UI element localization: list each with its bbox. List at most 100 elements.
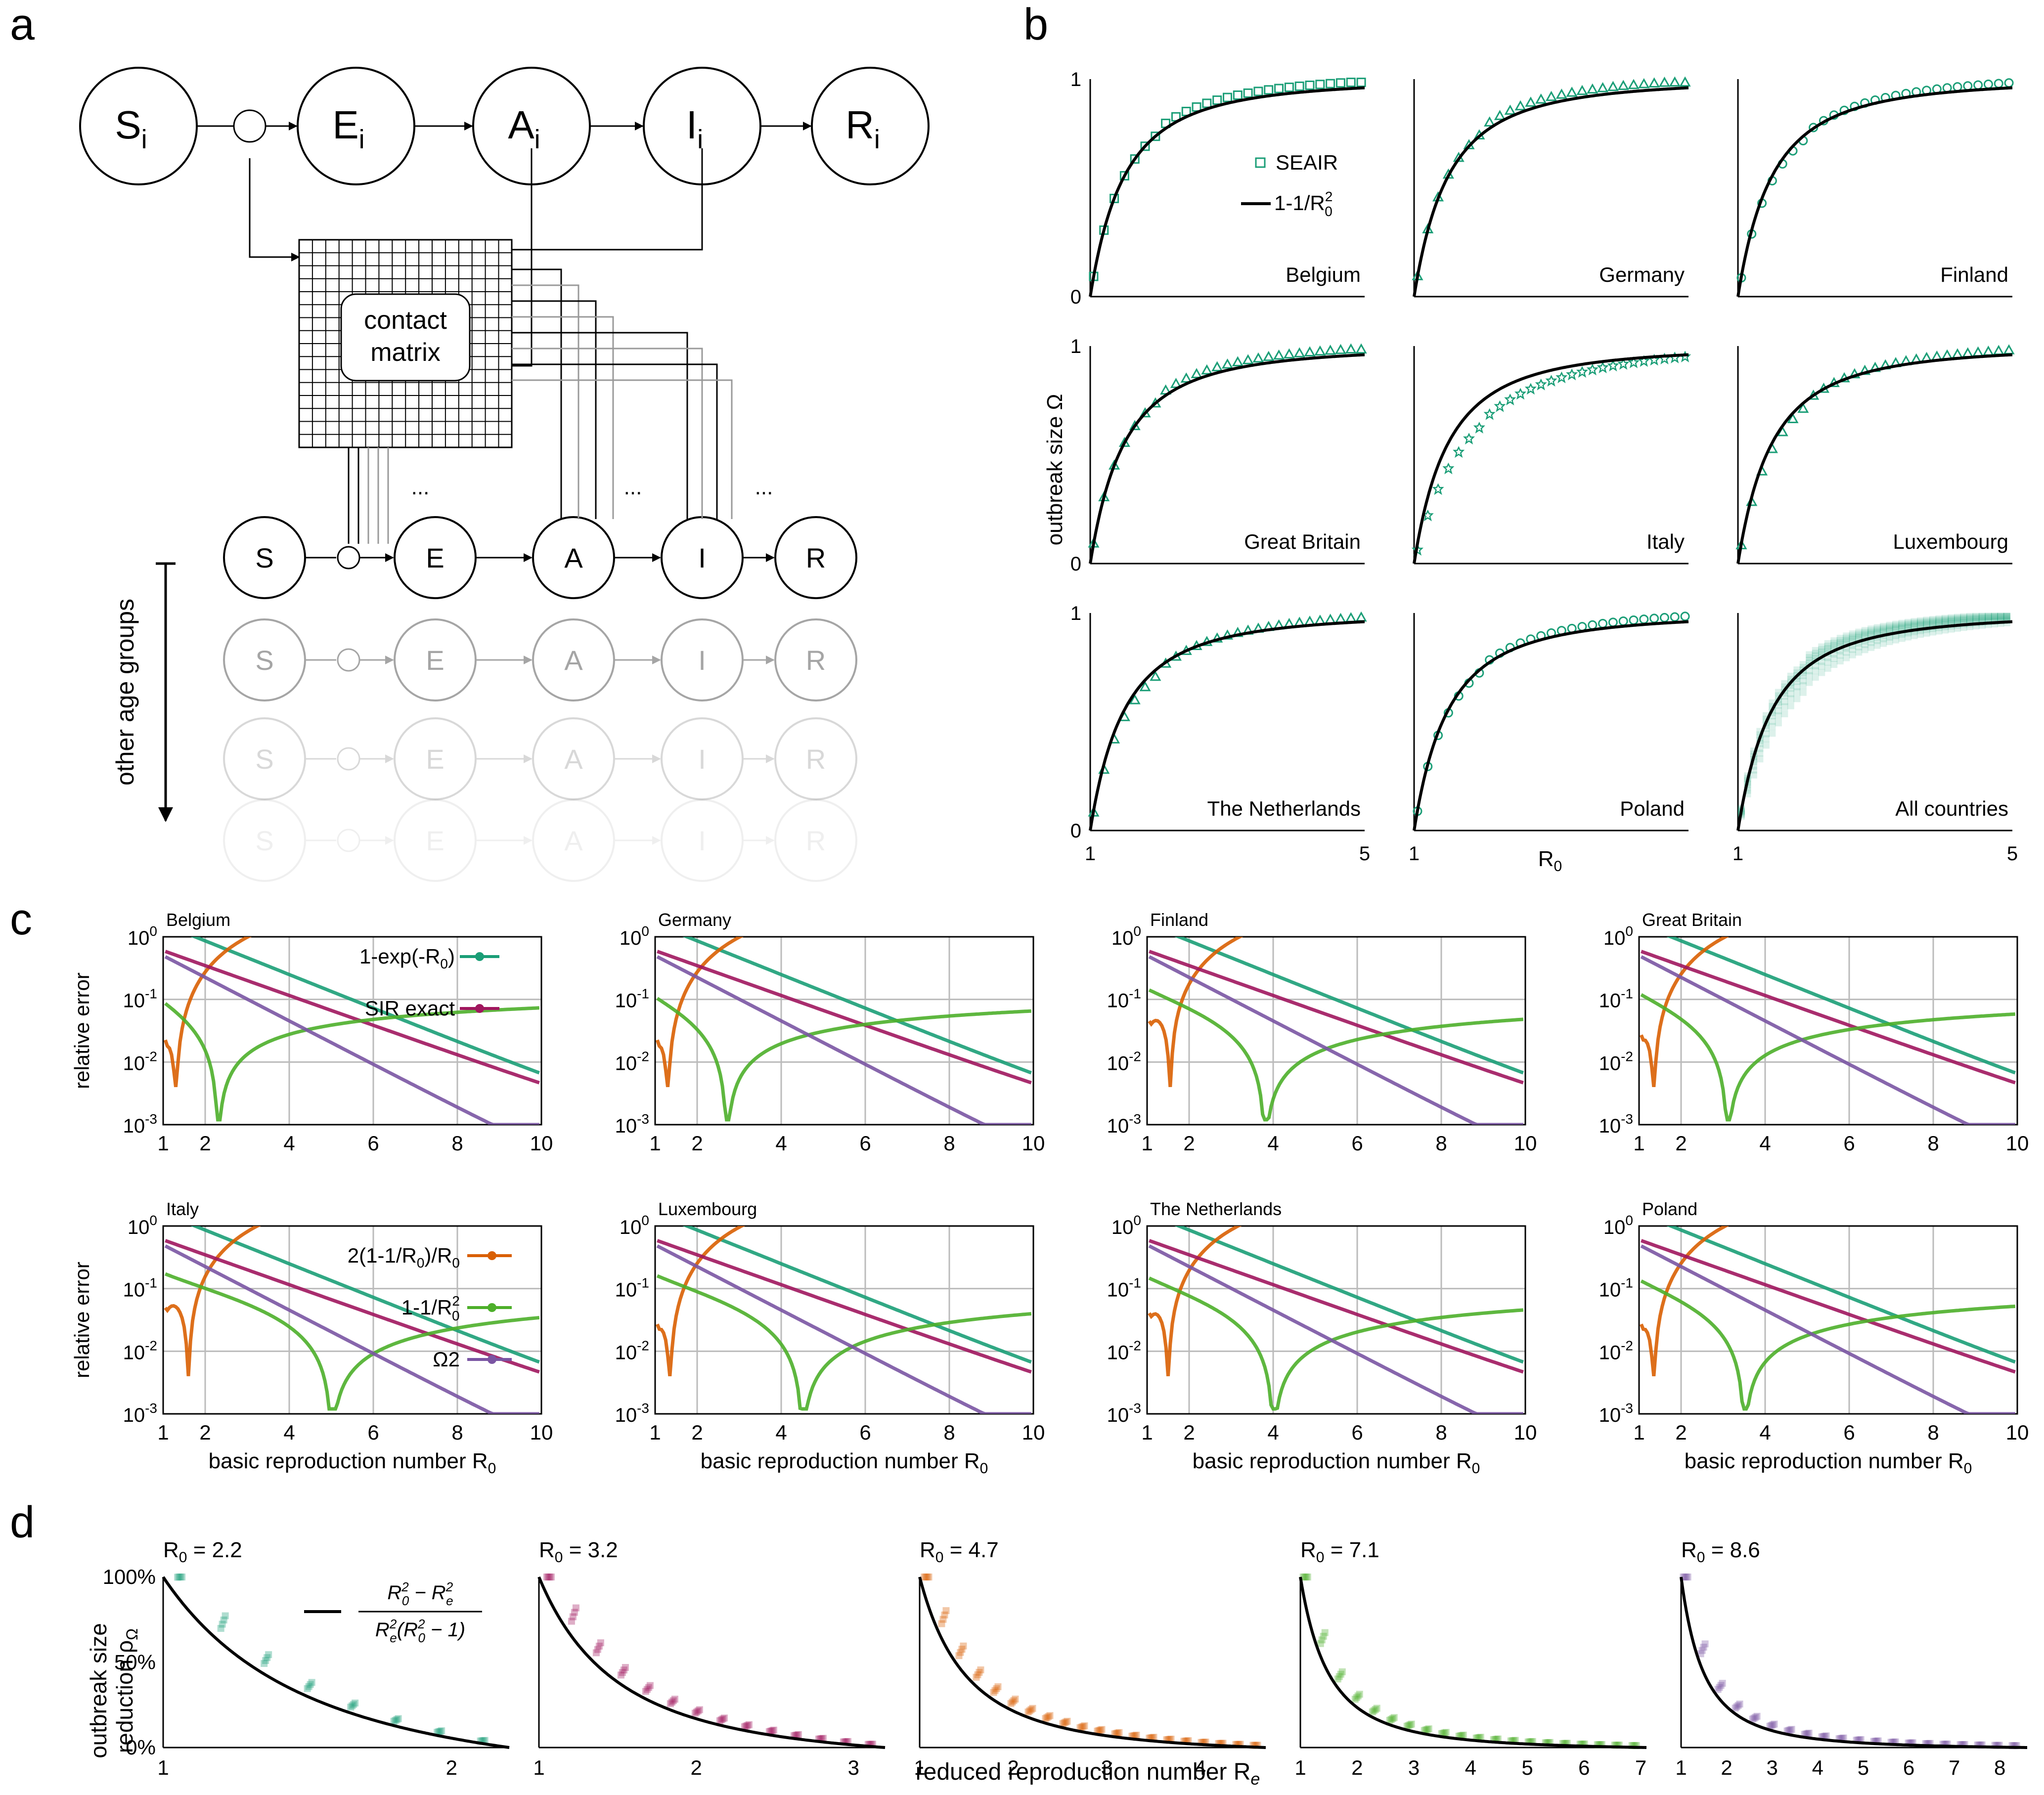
data-point bbox=[717, 1716, 725, 1723]
data-point bbox=[1369, 1708, 1376, 1715]
data-point bbox=[2003, 613, 2010, 621]
data-point bbox=[1403, 1722, 1411, 1730]
data-point bbox=[1170, 378, 1182, 388]
data-point bbox=[594, 1646, 601, 1653]
x-tick-label: 3 bbox=[848, 1756, 859, 1779]
error-curve bbox=[1640, 1244, 2015, 1414]
x-tick-label: 8 bbox=[1435, 1421, 1447, 1444]
curves bbox=[655, 937, 1032, 1125]
data-point bbox=[308, 1679, 315, 1686]
data-point bbox=[1252, 352, 1264, 363]
node-subscript: i bbox=[697, 125, 703, 154]
data-point bbox=[768, 1727, 776, 1734]
scatter-points bbox=[1299, 1574, 1640, 1749]
series-points bbox=[1413, 612, 1690, 816]
country-label: Italy bbox=[166, 1199, 199, 1219]
data-point bbox=[1861, 628, 1868, 636]
data-point bbox=[1855, 632, 1863, 640]
data-point bbox=[1320, 1632, 1327, 1640]
country-label: Germany bbox=[658, 910, 731, 930]
data-point bbox=[1880, 627, 1887, 635]
data-point bbox=[1701, 1640, 1709, 1648]
data-point bbox=[622, 1664, 629, 1671]
r0-prefix: R bbox=[539, 1538, 555, 1562]
y-tick-label: 10-2 bbox=[123, 1049, 157, 1074]
x-axis-label: basic reproduction number R0 bbox=[209, 1449, 496, 1477]
error-curve bbox=[1148, 1226, 1242, 1376]
data-point bbox=[1849, 368, 1861, 379]
data-point bbox=[592, 1649, 600, 1657]
f: 2 bbox=[445, 1579, 453, 1594]
data-point bbox=[1130, 154, 1140, 164]
data-point bbox=[1422, 1726, 1429, 1734]
tick-exp: -3 bbox=[637, 1111, 649, 1127]
data-point bbox=[1076, 1724, 1084, 1731]
formula-numerator: R2 0 − R2 e bbox=[387, 1579, 453, 1608]
error-curve bbox=[1174, 937, 1524, 1075]
x-tick-label: 5 bbox=[1359, 843, 1370, 865]
data-point bbox=[568, 1618, 575, 1625]
data-point bbox=[1799, 672, 1807, 679]
data-point bbox=[1062, 1718, 1069, 1726]
r0-label: R0 = 4.7 bbox=[920, 1538, 999, 1566]
tick-exp: -1 bbox=[1621, 986, 1633, 1002]
data-point bbox=[1954, 613, 1961, 621]
data-point bbox=[1830, 637, 1838, 645]
data-point bbox=[1463, 433, 1475, 445]
data-point bbox=[352, 1699, 359, 1707]
tick-exp: -2 bbox=[1129, 1049, 1141, 1064]
data-point bbox=[1843, 632, 1850, 640]
r0-value: = 7.1 bbox=[1324, 1538, 1379, 1562]
data-point bbox=[1978, 615, 1986, 623]
x-tick-label: 8 bbox=[1927, 1132, 1939, 1155]
x-tick-label: 2 bbox=[691, 1132, 703, 1155]
data-point bbox=[1898, 635, 1906, 642]
data-point bbox=[1700, 1643, 1707, 1651]
group-node-label: E bbox=[426, 645, 444, 676]
error-curve bbox=[1148, 955, 1523, 1125]
country-label: Italy bbox=[1646, 530, 1685, 553]
data-point bbox=[1991, 613, 1998, 620]
data-point bbox=[1732, 1705, 1739, 1712]
group-node-label: I bbox=[698, 744, 706, 775]
x-tick-label: 1 bbox=[1085, 843, 1096, 865]
data-point bbox=[1192, 102, 1201, 112]
tick-base: 10 bbox=[615, 1115, 637, 1137]
data-point bbox=[1905, 622, 1912, 630]
panel-d: 100%50%0%1 2R0 = 2.2R2 0 − R2 eR2 e(R2 0 − 1)… bbox=[103, 1538, 2027, 1779]
legend-sub: 0 bbox=[1325, 204, 1333, 219]
group-node-label: R bbox=[806, 542, 826, 573]
data-point bbox=[1942, 626, 1949, 634]
xlabel-text: basic reproduction number R bbox=[209, 1449, 488, 1473]
data-point bbox=[1873, 627, 1881, 635]
tick-exp: -2 bbox=[145, 1049, 157, 1064]
x-tick-label: 8 bbox=[1994, 1756, 2005, 1779]
data-point bbox=[1886, 638, 1893, 645]
panel-d-subplot: 1 2 3 4 R0 = 4.7 bbox=[914, 1538, 1266, 1779]
xlabel-sub: 0 bbox=[980, 1460, 988, 1477]
group-node-label: R bbox=[806, 744, 826, 775]
panel-label-a: a bbox=[10, 0, 35, 49]
error-curve bbox=[1148, 937, 1244, 1087]
data-point bbox=[1806, 667, 1813, 674]
tick-exp: 0 bbox=[1625, 1213, 1633, 1228]
xlabel-sub: 0 bbox=[488, 1460, 496, 1477]
x-tick-label: 2 bbox=[1721, 1756, 1732, 1779]
error-curve bbox=[163, 937, 252, 1088]
data-point bbox=[1966, 613, 1973, 620]
panel-b-ylabel: outbreak size Ω bbox=[1043, 394, 1067, 546]
data-point bbox=[1775, 712, 1782, 720]
data-point bbox=[2003, 613, 2010, 620]
x-tick-label: 2 bbox=[1675, 1132, 1687, 1155]
data-point bbox=[1150, 1734, 1157, 1741]
legend-sup: 2 bbox=[452, 1293, 460, 1309]
x-tick-label: 6 bbox=[1843, 1421, 1855, 1444]
country-label: Germany bbox=[1599, 263, 1685, 286]
data-point bbox=[1966, 616, 1973, 624]
data-point bbox=[1917, 622, 1924, 629]
data-point bbox=[1284, 83, 1294, 92]
data-point bbox=[1716, 1684, 1723, 1691]
data-point bbox=[1991, 614, 1998, 622]
